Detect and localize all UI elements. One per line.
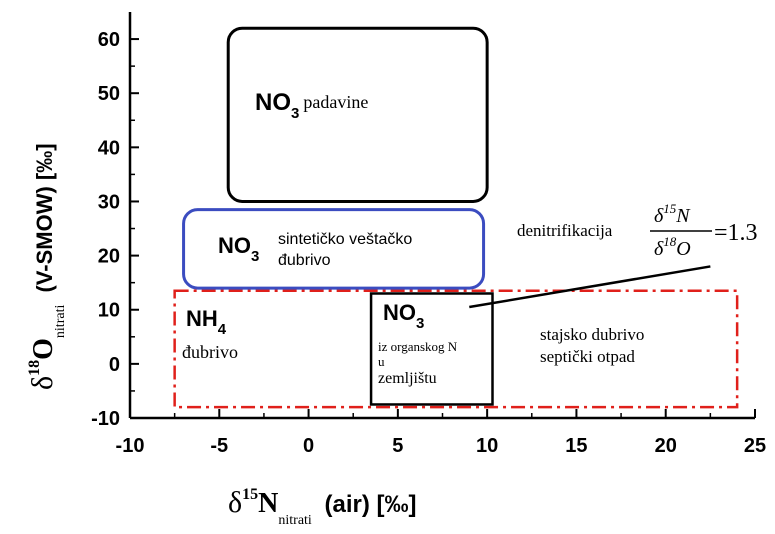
y-tick-label: 50: [98, 83, 120, 105]
annotation-den-element: O: [676, 238, 690, 260]
axes-layer: -10 -5 0 5 10 15 20 25-100102030405060δ15Nnitra…: [26, 12, 766, 528]
region-synthetic-label-species: NO: [218, 233, 251, 258]
x-tick-label: 20: [655, 435, 677, 457]
region-ammonium-label-species: NH: [186, 306, 218, 331]
annotation-den-delta: δ: [654, 238, 664, 260]
region-ammonium-label-text: đubrivo: [182, 342, 238, 362]
annotation-num-sup: 15: [663, 201, 677, 216]
region-synthetic-label-subscript: 3: [251, 248, 259, 265]
annotation-text: denitrifikacija: [517, 221, 613, 240]
x-tick-label: 10: [476, 435, 498, 457]
x-tick-label: -5: [210, 435, 228, 457]
annotation-equals: =1.3: [714, 220, 758, 246]
region-precip-box: [226, 26, 489, 203]
y-axis-label-delta: δ: [26, 376, 59, 390]
y-axis-label: δ18Onitrati (V-SMOW) [‰]: [26, 143, 68, 390]
annotation-num-delta: δ: [654, 205, 664, 227]
x-axis-label-delta: δ: [228, 486, 242, 519]
annotation-num-element: N: [675, 205, 691, 227]
region-ammonium-label: NH4: [186, 306, 227, 338]
region-synthetic-box: [182, 208, 486, 290]
y-axis-label-element: O: [28, 338, 59, 360]
region-manure-label-line: septički otpad: [540, 347, 635, 366]
x-tick-label: 0: [303, 435, 314, 457]
y-axis-label-sup: 18: [26, 360, 43, 376]
y-tick-label: 20: [98, 246, 120, 268]
annotation-arrow: [469, 265, 711, 309]
annotation-den-sup: 18: [663, 234, 677, 249]
y-tick-label: 30: [98, 191, 120, 213]
region-ammonium-label-subscript: 4: [218, 321, 227, 338]
x-tick-label: 25: [744, 435, 766, 457]
region-manure-label-line: stajsko dubrivo: [540, 325, 644, 344]
region-precip-label-text: padavine: [303, 92, 368, 112]
x-axis-label-sup: 15: [242, 486, 258, 503]
region-soil-label-line: u: [378, 354, 385, 369]
regions-layer: [173, 26, 739, 409]
x-tick-label: 5: [392, 435, 403, 457]
y-tick-label: -10: [91, 408, 120, 430]
region-soil-label-subscript: 3: [416, 315, 424, 332]
x-axis-label-rest: (air) [‰]: [318, 491, 417, 518]
x-axis-label: δ15Nnitrati (air) [‰]: [228, 486, 416, 528]
region-soil-box: [369, 292, 494, 406]
annotation-ratio-denominator: δ18O: [654, 234, 691, 260]
region-soil-label: NO3: [383, 300, 424, 332]
y-tick-label: 60: [98, 29, 120, 51]
y-tick-label: 10: [98, 300, 120, 322]
x-tick-label: -10: [116, 435, 145, 457]
region-synthetic-label: NO3: [218, 233, 259, 265]
x-tick-label: 15: [565, 435, 587, 457]
region-precip-label-subscript: 3: [291, 105, 299, 122]
region-precip-label: NO3padavine: [255, 89, 368, 122]
region-soil-label-species: NO: [383, 300, 416, 325]
y-axis-label-sub: nitrati: [53, 305, 68, 339]
y-axis-label-rest: (V-SMOW) [‰]: [32, 143, 57, 298]
x-axis-label-sub: nitrati: [278, 513, 312, 528]
region-precip-label-species: NO: [255, 89, 291, 116]
y-tick-label: 0: [109, 354, 120, 376]
region-synthetic-label-line: đubrivo: [278, 252, 331, 269]
x-axis-label-element: N: [258, 488, 278, 519]
region-synthetic-label-line: sintetičko veštačko: [278, 231, 412, 248]
y-tick-label: 40: [98, 137, 120, 159]
region-manure-box: [173, 289, 739, 409]
annotation-ratio-numerator: δ15N: [654, 201, 691, 227]
region-soil-label-line: zemljištu: [378, 370, 437, 387]
region-soil-label-line: iz organskog N: [378, 339, 458, 354]
